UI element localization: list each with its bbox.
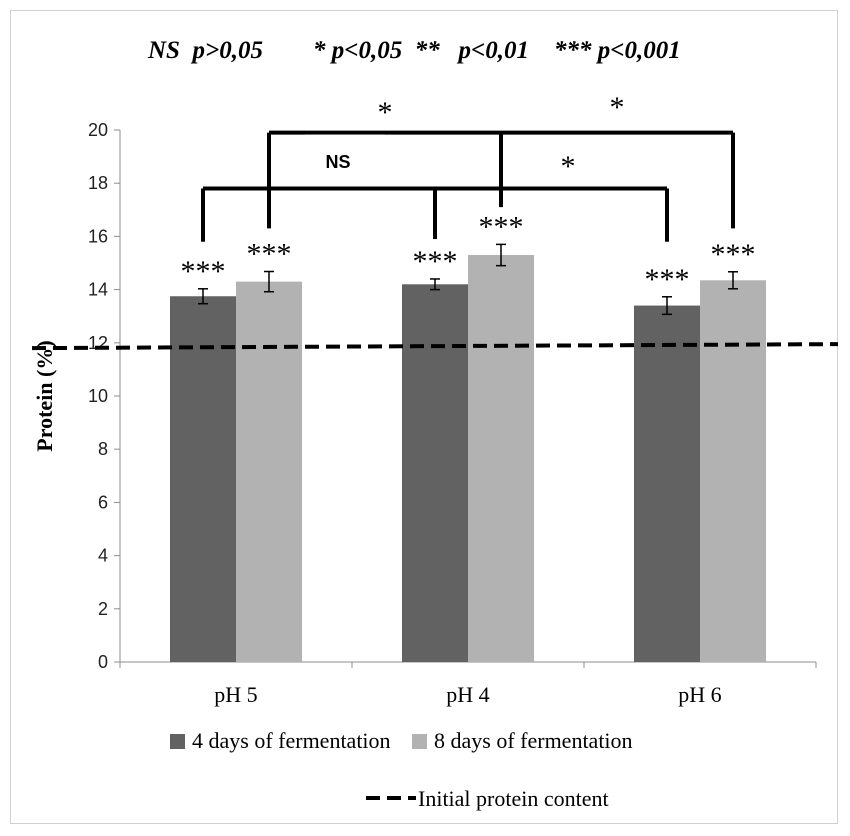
y-tick-label: 2: [98, 599, 108, 619]
x-category-label: pH 6: [678, 682, 721, 707]
x-category-label: pH 4: [446, 682, 489, 707]
bar-significance-label: ***: [247, 238, 292, 271]
initial-protein-line: [31, 342, 839, 351]
comparison-label: *: [561, 150, 576, 183]
y-axis-label: Protein (%): [32, 340, 57, 451]
comparison-label: *: [610, 91, 625, 124]
bar: [634, 305, 700, 662]
bar-significance-label: ***: [413, 245, 458, 278]
comparison-label: *: [378, 96, 393, 129]
y-tick-label: 12: [88, 333, 108, 353]
bar-significance-label: ***: [479, 210, 524, 243]
y-tick-label: 10: [88, 386, 108, 406]
y-tick-label: 6: [98, 492, 108, 512]
comparison-label: NS: [325, 152, 350, 172]
legend-label-reference: Initial protein content: [418, 786, 609, 811]
y-tick-label: 0: [98, 652, 108, 672]
legend-label: 8 days of fermentation: [434, 728, 633, 753]
legend-swatch: [412, 734, 427, 749]
bar-significance-label: ***: [711, 238, 756, 271]
bar: [700, 280, 766, 662]
bar: [170, 296, 236, 662]
y-tick-label: 14: [88, 280, 108, 300]
bar: [236, 281, 302, 662]
bracket-gap: [305, 134, 385, 145]
bar-significance-label: ***: [181, 255, 226, 288]
legend-swatch: [170, 734, 185, 749]
bar-significance-label: ***: [645, 263, 690, 296]
bar: [468, 255, 534, 662]
y-tick-label: 20: [88, 120, 108, 140]
legend-label: 4 days of fermentation: [192, 728, 391, 753]
y-tick-label: 16: [88, 226, 108, 246]
y-tick-label: 8: [98, 439, 108, 459]
y-tick-label: 4: [98, 546, 108, 566]
bar: [402, 284, 468, 662]
significance-legend-text: NS p>0,05 * p<0,05 ** p<0,01 *** p<0,001: [147, 37, 681, 64]
x-category-label: pH 5: [214, 682, 257, 707]
y-tick-label: 18: [88, 173, 108, 193]
